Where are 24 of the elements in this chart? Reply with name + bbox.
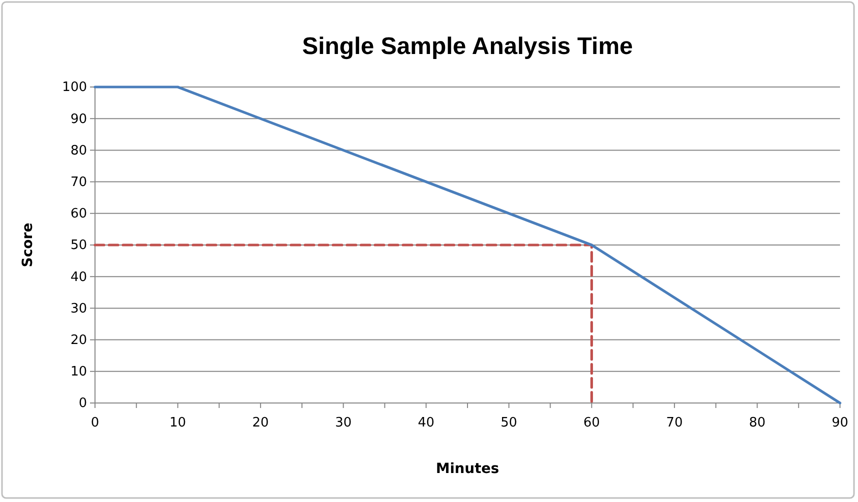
y-tick-label: 20: [70, 332, 87, 348]
y-tick-label: 0: [78, 396, 87, 412]
y-tick-label: 70: [70, 174, 87, 190]
y-tick-label: 10: [70, 364, 87, 380]
x-tick-label: 40: [418, 416, 434, 431]
y-tick-label: 40: [70, 270, 87, 285]
x-tick-label: 70: [666, 416, 683, 431]
x-tick-label: 30: [335, 416, 352, 431]
x-tick-label: 60: [583, 416, 600, 431]
y-axis-title: Score: [20, 222, 36, 268]
y-tick-label: 60: [70, 206, 87, 222]
x-tick-label: 50: [500, 416, 518, 431]
x-tick-label: 20: [252, 416, 269, 431]
y-tick-label: 80: [70, 143, 87, 158]
x-tick-label: 10: [170, 416, 186, 431]
x-axis-title: Minutes: [436, 461, 500, 477]
y-tick-label: 100: [62, 80, 87, 96]
chart-title: Single Sample Analysis Time: [302, 33, 633, 60]
y-tick-label: 50: [70, 238, 87, 254]
y-tick-label: 90: [70, 112, 87, 127]
x-tick-label: 90: [832, 416, 848, 431]
y-tick-label: 30: [70, 301, 87, 316]
x-tick-label: 0: [90, 416, 100, 431]
x-tick-label: 80: [748, 416, 766, 431]
